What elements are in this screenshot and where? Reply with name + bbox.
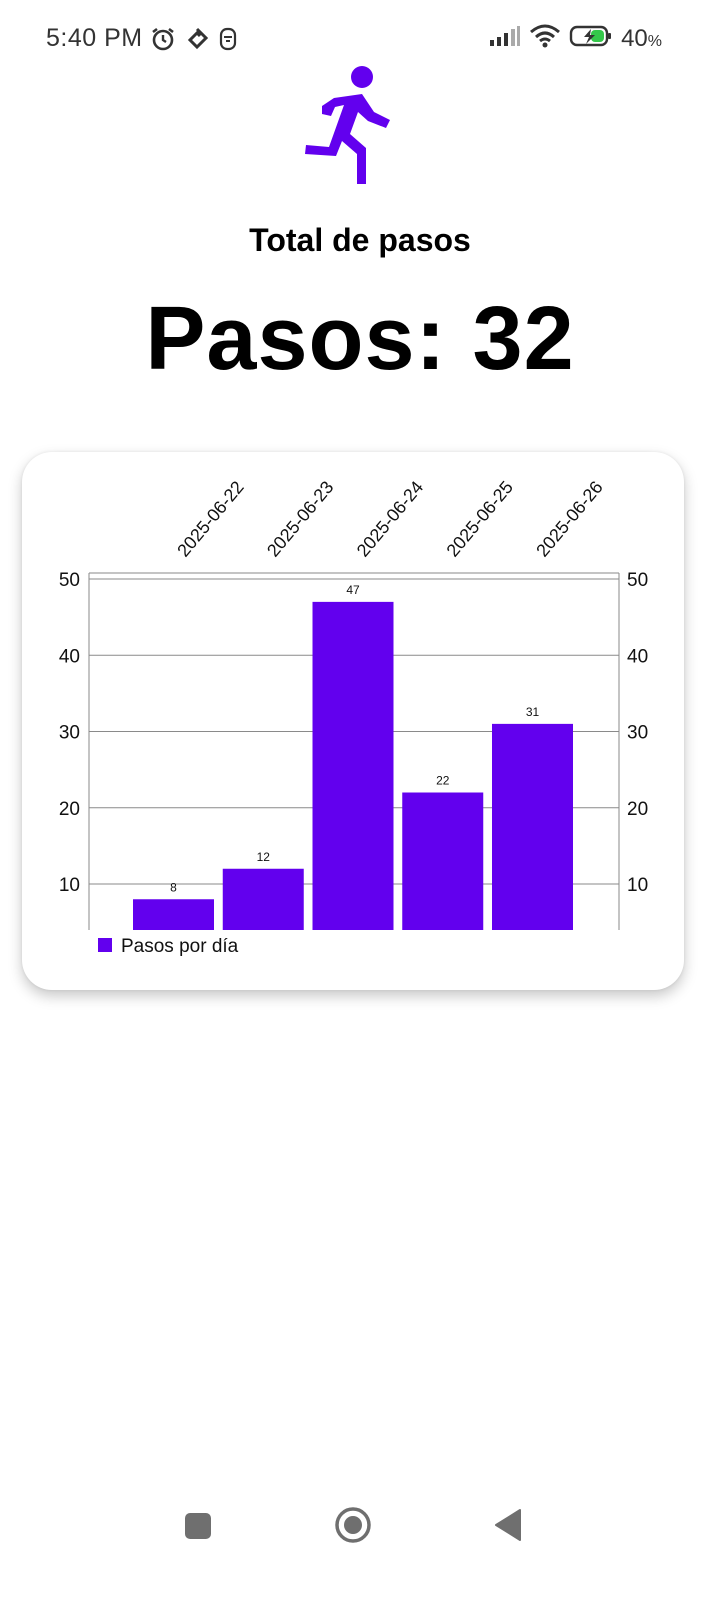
bar: [133, 899, 214, 930]
y-tick-label-left: 50: [59, 570, 80, 591]
battery-percent: 40%: [621, 25, 662, 53]
wifi-icon: [529, 24, 561, 53]
legend-label: Pasos por día: [121, 936, 239, 957]
bar-value-label: 31: [526, 705, 540, 719]
status-time: 5:40 PM: [46, 24, 143, 52]
steps-chart-card: 10 10 20 20 30 30 40 40 50 50 8 12 47 22 31 2025-06-22 2…: [22, 452, 684, 990]
signal-icon: [489, 25, 521, 52]
x-tick-label: 2025-06-22: [173, 477, 248, 560]
status-icons-right: 40%: [489, 24, 662, 53]
x-tick-label: 2025-06-23: [263, 477, 338, 560]
y-tick-label-right: 20: [627, 799, 648, 820]
y-tick-label-right: 40: [627, 646, 648, 667]
bar-value-label: 8: [170, 880, 177, 894]
y-tick-label-right: 50: [627, 570, 648, 591]
home-button[interactable]: [334, 1506, 372, 1549]
recents-button[interactable]: [184, 1512, 212, 1545]
y-tick-label-left: 10: [59, 875, 80, 896]
directions-run-icon: [300, 64, 400, 188]
alarm-icon: [150, 26, 176, 57]
bar-value-label: 12: [257, 850, 271, 864]
battery-charging-icon: [569, 24, 613, 53]
triangle-back-icon: [495, 1509, 521, 1541]
circle-icon: [335, 1507, 371, 1543]
bar-value-label: 22: [436, 774, 450, 788]
battery-percent-value: 40: [621, 24, 648, 52]
y-tick-label-left: 40: [59, 646, 80, 667]
page-subtitle: Total de pasos: [249, 222, 471, 258]
bar-value-label: 47: [346, 583, 360, 597]
steps-count: Pasos: 32: [145, 289, 575, 389]
app-notification-icon: [186, 27, 209, 56]
bar: [312, 601, 394, 930]
y-tick-label-right: 30: [627, 723, 648, 744]
battery-percent-unit: %: [647, 32, 662, 50]
x-tick-label: 2025-06-24: [353, 477, 428, 560]
status-bar: 5:40 PM 40%: [0, 0, 720, 80]
x-tick-label: 2025-06-25: [442, 477, 517, 560]
y-tick-label-left: 20: [59, 799, 80, 820]
y-tick-label-left: 30: [59, 723, 80, 744]
legend-swatch: [98, 938, 112, 952]
bar: [402, 792, 484, 930]
x-tick-label: 2025-06-26: [532, 477, 607, 560]
navigation-bar: [0, 1490, 720, 1560]
y-tick-label-right: 10: [627, 875, 648, 896]
bar: [492, 723, 573, 930]
square-icon: [185, 1513, 211, 1539]
sim-toolkit-icon: [218, 27, 238, 56]
back-button[interactable]: [494, 1508, 522, 1547]
bar: [222, 868, 304, 930]
status-icons-left: [150, 26, 238, 57]
